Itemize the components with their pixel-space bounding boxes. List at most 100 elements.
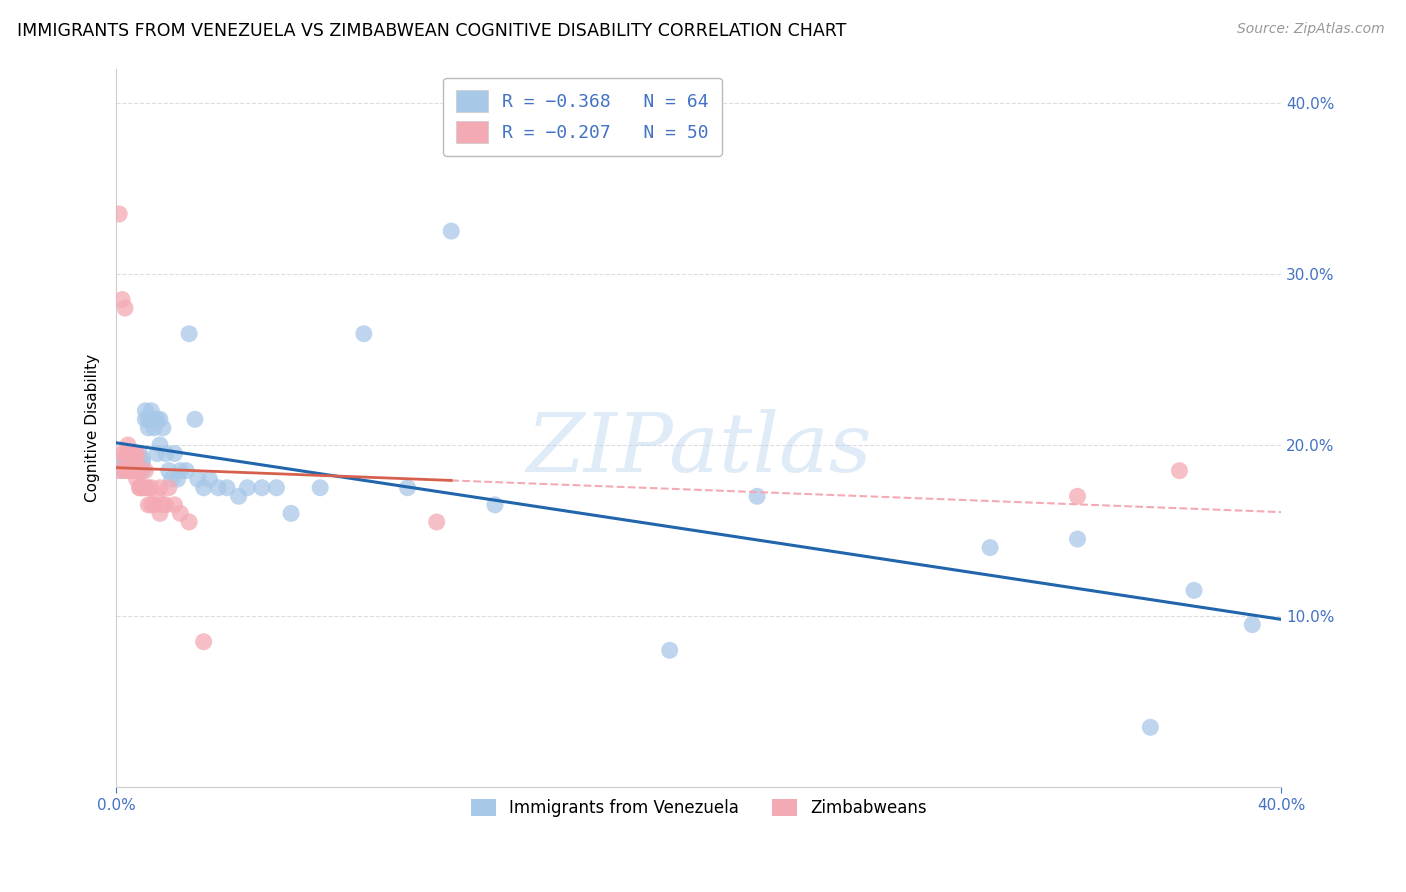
Point (149, 481, 172, 495)
Point (122, 455, 145, 469)
Point (155, 446, 177, 460)
Point (979, 541, 1001, 555)
Point (152, 421, 174, 435)
Point (125, 446, 148, 460)
Point (136, 421, 159, 435)
Point (157, 464, 180, 478)
Point (207, 481, 229, 495)
Point (111, 464, 134, 478)
Point (143, 421, 166, 435)
Point (117, 464, 139, 478)
Point (1182, 583, 1205, 598)
Point (215, 481, 238, 495)
Point (152, 498, 174, 512)
Point (114, 446, 136, 460)
Point (122, 464, 145, 478)
Point (174, 464, 197, 478)
Point (309, 481, 332, 495)
Point (146, 489, 169, 503)
Point (250, 481, 273, 495)
Point (134, 412, 156, 426)
Text: IMMIGRANTS FROM VENEZUELA VS ZIMBABWEAN COGNITIVE DISABILITY CORRELATION CHART: IMMIGRANTS FROM VENEZUELA VS ZIMBABWEAN … (17, 22, 846, 40)
Point (131, 481, 153, 495)
Point (122, 451, 145, 466)
Point (157, 481, 180, 495)
Point (131, 464, 153, 478)
Point (114, 301, 136, 315)
Point (120, 464, 142, 478)
Point (125, 455, 148, 469)
Point (122, 455, 145, 469)
Point (184, 412, 207, 426)
Y-axis label: Cognitive Disability: Cognitive Disability (86, 354, 100, 502)
Point (120, 455, 142, 469)
Point (114, 464, 136, 478)
Point (134, 481, 156, 495)
Point (1241, 617, 1264, 632)
Point (122, 458, 145, 473)
Point (484, 498, 506, 512)
Point (198, 472, 221, 486)
Point (169, 507, 191, 521)
Point (163, 446, 186, 460)
Point (125, 450, 148, 464)
Point (120, 464, 142, 478)
Point (440, 224, 463, 238)
Point (117, 438, 139, 452)
Point (136, 481, 159, 495)
Point (658, 643, 681, 657)
Point (125, 464, 148, 478)
Point (114, 458, 136, 473)
Point (131, 481, 153, 495)
Point (122, 446, 145, 460)
Point (108, 455, 131, 469)
Point (122, 464, 145, 478)
Point (111, 293, 134, 307)
Point (266, 481, 288, 495)
Point (187, 472, 209, 486)
Point (143, 498, 166, 512)
Point (125, 464, 148, 478)
Point (1066, 532, 1088, 546)
Point (117, 455, 139, 469)
Point (160, 472, 183, 486)
Point (108, 207, 131, 221)
Point (117, 446, 139, 460)
Point (146, 446, 169, 460)
Point (280, 507, 302, 521)
Point (236, 481, 259, 495)
Point (163, 498, 186, 512)
Text: Source: ZipAtlas.com: Source: ZipAtlas.com (1237, 22, 1385, 37)
Point (1168, 464, 1191, 478)
Point (1066, 489, 1088, 503)
Point (228, 489, 250, 503)
Point (120, 446, 142, 460)
Point (177, 515, 200, 529)
Point (143, 412, 166, 426)
Point (125, 464, 148, 478)
Point (128, 464, 150, 478)
Point (141, 498, 163, 512)
Point (111, 446, 134, 460)
Point (149, 412, 172, 426)
Point (146, 412, 169, 426)
Point (169, 464, 191, 478)
Point (353, 326, 375, 341)
Point (128, 481, 150, 495)
Point (149, 438, 172, 452)
Point (141, 403, 163, 417)
Point (122, 446, 145, 460)
Point (141, 481, 163, 495)
Point (117, 451, 139, 466)
Point (141, 412, 163, 426)
Text: ZIPatlas: ZIPatlas (526, 409, 872, 490)
Point (120, 446, 142, 460)
Point (128, 451, 150, 466)
Point (193, 481, 215, 495)
Point (134, 403, 156, 417)
Point (155, 498, 177, 512)
Point (108, 464, 131, 478)
Point (134, 464, 156, 478)
Point (136, 498, 159, 512)
Point (426, 515, 449, 529)
